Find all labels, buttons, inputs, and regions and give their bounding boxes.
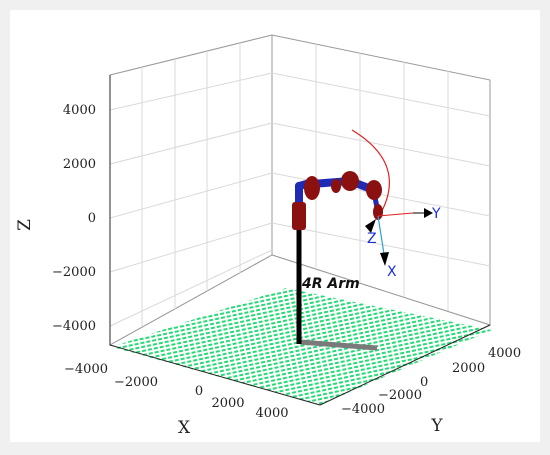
floor-surface xyxy=(112,288,492,405)
x-tick-label: −4000 xyxy=(64,362,108,377)
y-axis-line xyxy=(319,324,491,406)
end-effector-frame xyxy=(365,208,433,266)
y-tick-label: −2000 xyxy=(378,388,422,403)
robot-name-label: 4R Arm xyxy=(301,276,360,292)
end-effector-trajectory xyxy=(351,129,390,219)
x-tick-label: 4000 xyxy=(255,406,288,421)
z-tick-label: 0 xyxy=(88,211,96,226)
y-tick-label: 2000 xyxy=(452,361,485,376)
y-tick-label: 0 xyxy=(420,375,428,390)
x-tick-label: −2000 xyxy=(114,375,158,390)
z-axis-label: Z xyxy=(15,219,35,231)
z-tick-label: 4000 xyxy=(63,103,96,118)
x-arrow-head-icon xyxy=(380,252,389,266)
y-arrow-head-icon xyxy=(424,208,433,218)
y-axis-label: Y xyxy=(430,416,443,436)
x-axis-line xyxy=(109,344,321,406)
frame-y-label: Y xyxy=(431,206,441,222)
z-arrow-head-icon xyxy=(365,219,376,233)
x-tick-label: 0 xyxy=(195,384,203,399)
y-tick-label: 4000 xyxy=(488,346,521,361)
frame-z-label: Z xyxy=(367,231,377,247)
grid-left xyxy=(109,43,273,327)
y-tick-label: −4000 xyxy=(341,402,385,417)
z-tick-label: 2000 xyxy=(63,157,96,172)
x-axis-label: X xyxy=(178,418,191,438)
robot-shadow xyxy=(299,339,378,351)
z-tick-label: −2000 xyxy=(52,265,96,280)
z-tick-label: −4000 xyxy=(52,319,96,334)
frame-x-label: X xyxy=(387,264,397,280)
x-tick-label: 2000 xyxy=(211,396,244,411)
